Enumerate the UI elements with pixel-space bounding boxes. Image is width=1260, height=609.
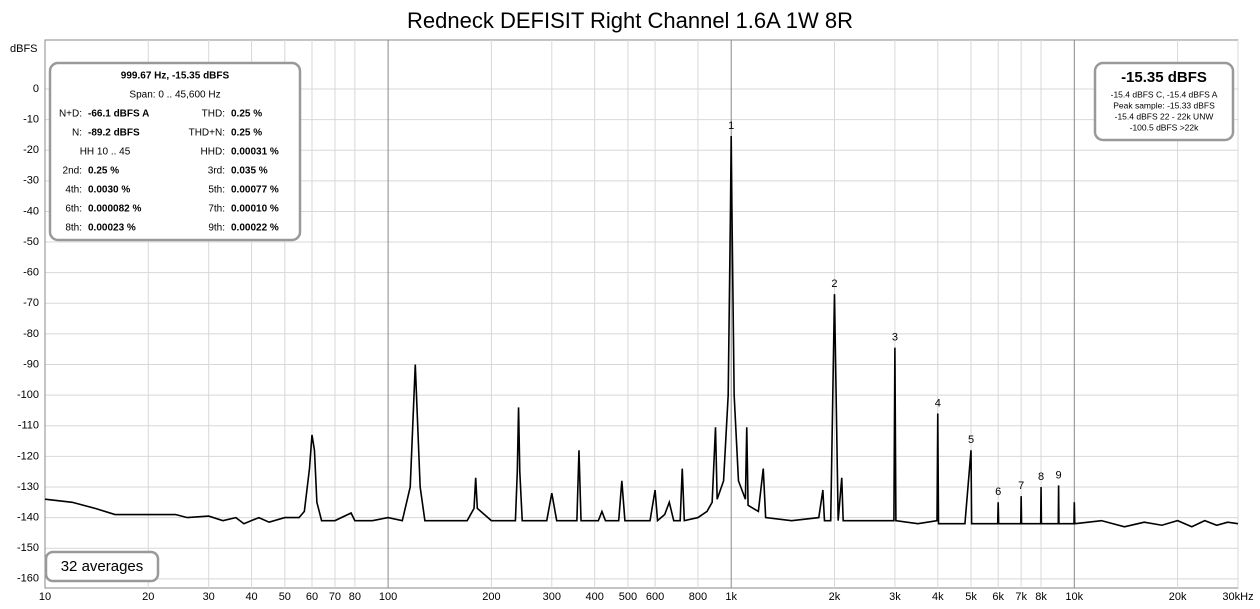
x-tick-label: 400 xyxy=(585,591,603,603)
info-label: THD: xyxy=(202,109,225,120)
x-tick-label: 10k xyxy=(1065,591,1083,603)
x-tick-label: 100 xyxy=(379,591,397,603)
peak-label: 6 xyxy=(995,486,1001,498)
y-tick-label: -10 xyxy=(23,114,39,126)
info-span: Span: 0 .. 45,600 Hz xyxy=(129,90,220,101)
info-label: 6th: xyxy=(65,204,82,215)
averages-label: 32 averages xyxy=(61,558,144,575)
x-tick-label: 7k xyxy=(1015,591,1027,603)
info-label: 7th: xyxy=(208,204,225,215)
x-tick-label: 10 xyxy=(39,591,51,603)
info-value: -66.1 dBFS A xyxy=(88,109,149,120)
x-tick-label: 8k xyxy=(1035,591,1047,603)
info-label: HHD: xyxy=(201,147,225,158)
x-tick-label: 1k xyxy=(725,591,737,603)
info-label: 8th: xyxy=(65,223,82,234)
readout-line: Peak sample: -15.33 dBFS xyxy=(1113,100,1215,110)
averages-frame xyxy=(44,550,160,583)
info-value: 0.00031 % xyxy=(231,147,279,158)
y-tick-label: -160 xyxy=(17,573,39,585)
peak-label: 5 xyxy=(968,434,974,446)
y-tick-label: -100 xyxy=(17,389,39,401)
readout-main: -15.35 dBFS xyxy=(1121,69,1207,86)
peak-label: 1 xyxy=(728,120,734,132)
readout-line: -15.4 dBFS C, -15.4 dBFS A xyxy=(1111,89,1218,99)
y-tick-label: -120 xyxy=(17,450,39,462)
x-tick-label: 4k xyxy=(932,591,944,603)
x-tick-label: 40 xyxy=(245,591,257,603)
x-tick-label: 3k xyxy=(889,591,901,603)
peak-label: 9 xyxy=(1056,469,1062,481)
info-label: N+D: xyxy=(59,109,82,120)
x-tick-label: 600 xyxy=(646,591,664,603)
info-value: 0.0030 % xyxy=(88,185,130,196)
info-header: 999.67 Hz, -15.35 dBFS xyxy=(121,71,230,82)
y-tick-label: -30 xyxy=(23,175,39,187)
y-tick-label: -110 xyxy=(18,420,39,432)
x-tick-label: 30kHz xyxy=(1222,591,1253,603)
y-tick-label: -140 xyxy=(17,511,39,523)
info-label: N: xyxy=(72,128,82,139)
x-tick-label: 70 xyxy=(329,591,341,603)
x-tick-label: 30 xyxy=(203,591,215,603)
readout-line: -100.5 dBFS >22k xyxy=(1130,122,1200,132)
x-tick-label: 60 xyxy=(306,591,318,603)
y-tick-label: -130 xyxy=(17,481,39,493)
info-value: 0.035 % xyxy=(231,166,268,177)
peak-label: 2 xyxy=(831,278,837,290)
info-label: HH 10 .. 45 xyxy=(80,147,131,158)
info-value: 0.00010 % xyxy=(231,204,279,215)
info-value: 0.25 % xyxy=(231,128,262,139)
peak-label: 3 xyxy=(892,332,898,344)
x-tick-label: 300 xyxy=(543,591,561,603)
y-tick-label: -80 xyxy=(23,328,39,340)
info-value: 0.00077 % xyxy=(231,185,279,196)
chart-title: Redneck DEFISIT Right Channel 1.6A 1W 8R xyxy=(407,8,853,33)
readout-line: -15.4 dBFS 22 - 22k UNW xyxy=(1115,111,1214,121)
y-tick-label: -60 xyxy=(23,267,39,279)
info-label: 9th: xyxy=(208,223,225,234)
readout-box: -15.35 dBFS -15.4 dBFS C, -15.4 dBFS APea… xyxy=(1093,61,1235,142)
peak-label: 4 xyxy=(935,397,941,409)
readout-frame xyxy=(1093,61,1235,142)
info-value: 0.00022 % xyxy=(231,223,279,234)
info-label: 5th: xyxy=(208,185,225,196)
y-tick-label: -20 xyxy=(23,144,39,156)
peak-label: 7 xyxy=(1018,480,1024,492)
info-value: 0.25 % xyxy=(88,166,119,177)
spectrum-line xyxy=(44,135,1239,528)
info-label: 2nd: xyxy=(63,166,82,177)
info-label: 4th: xyxy=(65,185,82,196)
x-tick-label: 6k xyxy=(992,591,1004,603)
x-tick-label: 500 xyxy=(619,591,637,603)
x-tick-label: 800 xyxy=(689,591,707,603)
y-tick-label: -40 xyxy=(23,205,39,217)
x-tick-label: 2k xyxy=(829,591,841,603)
info-value: 0.00023 % xyxy=(88,223,136,234)
x-tick-label: 50 xyxy=(279,591,291,603)
y-tick-label: -90 xyxy=(23,358,39,370)
x-tick-label: 20k xyxy=(1169,591,1187,603)
y-tick-label: 0 xyxy=(33,83,39,95)
y-axis-label: dBFS xyxy=(10,43,38,55)
info-label: THD+N: xyxy=(189,128,225,139)
info-label: 3rd: xyxy=(208,166,225,177)
x-tick-label: 200 xyxy=(482,591,500,603)
y-tick-label: -70 xyxy=(23,297,39,309)
y-tick-label: -50 xyxy=(23,236,39,248)
x-tick-label: 20 xyxy=(142,591,154,603)
y-tick-label: -150 xyxy=(17,542,39,554)
info-value: -89.2 dBFS xyxy=(88,128,140,139)
info-value: 0.25 % xyxy=(231,109,262,120)
info-box: 999.67 Hz, -15.35 dBFS Span: 0 .. 45,600 … xyxy=(48,61,302,242)
x-tick-label: 80 xyxy=(349,591,361,603)
info-value: 0.000082 % xyxy=(88,204,141,215)
info-box-frame xyxy=(48,61,302,242)
peak-label: 8 xyxy=(1038,471,1044,483)
x-tick-label: 5k xyxy=(965,591,977,603)
